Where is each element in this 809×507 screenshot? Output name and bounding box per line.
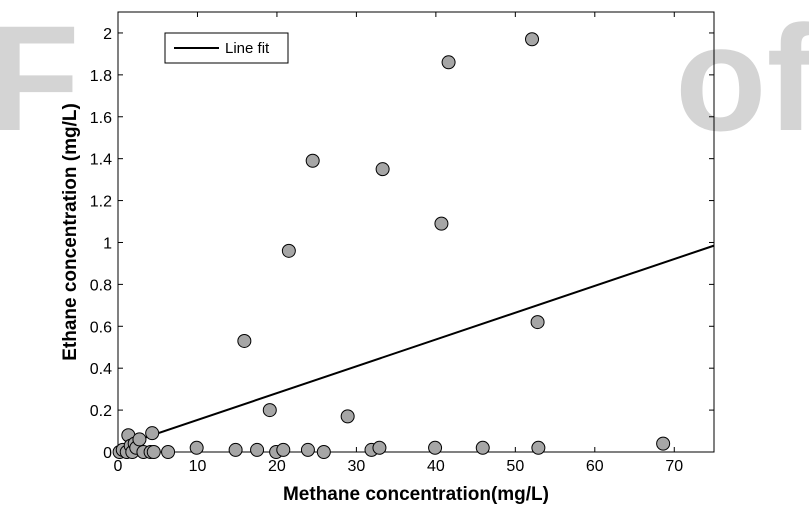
data-point [237,333,252,348]
fit-line-layer [117,244,715,448]
watermark-left: F [0,0,80,162]
data-point [132,432,147,447]
x-tick-label: 10 [189,458,207,475]
y-axis-label: Ethane concentration (mg/L) [60,103,81,361]
data-point [530,315,545,330]
legend-entry-line-fit: Line fit [225,40,270,57]
data-point [281,243,296,258]
data-point [475,440,490,455]
data-point [375,162,390,177]
plot-area [117,11,715,453]
x-tick-label: 40 [427,458,445,475]
data-point [340,409,355,424]
data-point [305,153,320,168]
data-point [428,440,443,455]
data-point [525,32,540,47]
y-tick-label: 1 [103,235,112,252]
data-point [250,442,265,457]
data-point [372,440,387,455]
y-tick-label: 0.4 [90,361,112,378]
x-axis-label: Methane concentration(mg/L) [283,484,549,505]
fit-line [117,244,715,448]
y-tick-label: 1.2 [90,194,112,211]
y-tick-label: 0.8 [90,277,112,294]
data-points [112,32,671,459]
x-tick-label: 50 [506,458,524,475]
y-tick-label: 1.4 [90,152,112,169]
x-tick-label: 70 [665,458,683,475]
x-tick-label: 30 [348,458,366,475]
axis-ticks: 0 10 20 30 40 50 60 70 0 0.2 0.4 0.6 0.8 1 1.2 1.4 1.6 1.… [90,12,714,475]
data-point [316,445,331,459]
y-tick-label: 0.2 [90,403,112,420]
watermark-right: of [675,0,809,162]
data-point [531,440,546,455]
y-tick-label: 0 [103,445,112,462]
data-point [228,442,243,457]
y-tick-label: 1.8 [90,68,112,85]
data-point [441,55,456,70]
x-tick-label: 20 [268,458,286,475]
data-point [145,426,160,441]
data-point [146,445,161,459]
data-point [276,442,291,457]
y-tick-label: 0.6 [90,319,112,336]
data-point [262,403,277,418]
data-point [656,436,671,451]
x-tick-label: 60 [586,458,604,475]
x-tick-label: 0 [114,458,123,475]
data-point [434,216,449,231]
data-point [189,440,204,455]
data-point [300,442,315,457]
y-tick-label: 1.6 [90,110,112,127]
data-point [161,445,176,459]
y-tick-label: 2 [103,26,112,43]
legend: Line fit [164,32,289,64]
